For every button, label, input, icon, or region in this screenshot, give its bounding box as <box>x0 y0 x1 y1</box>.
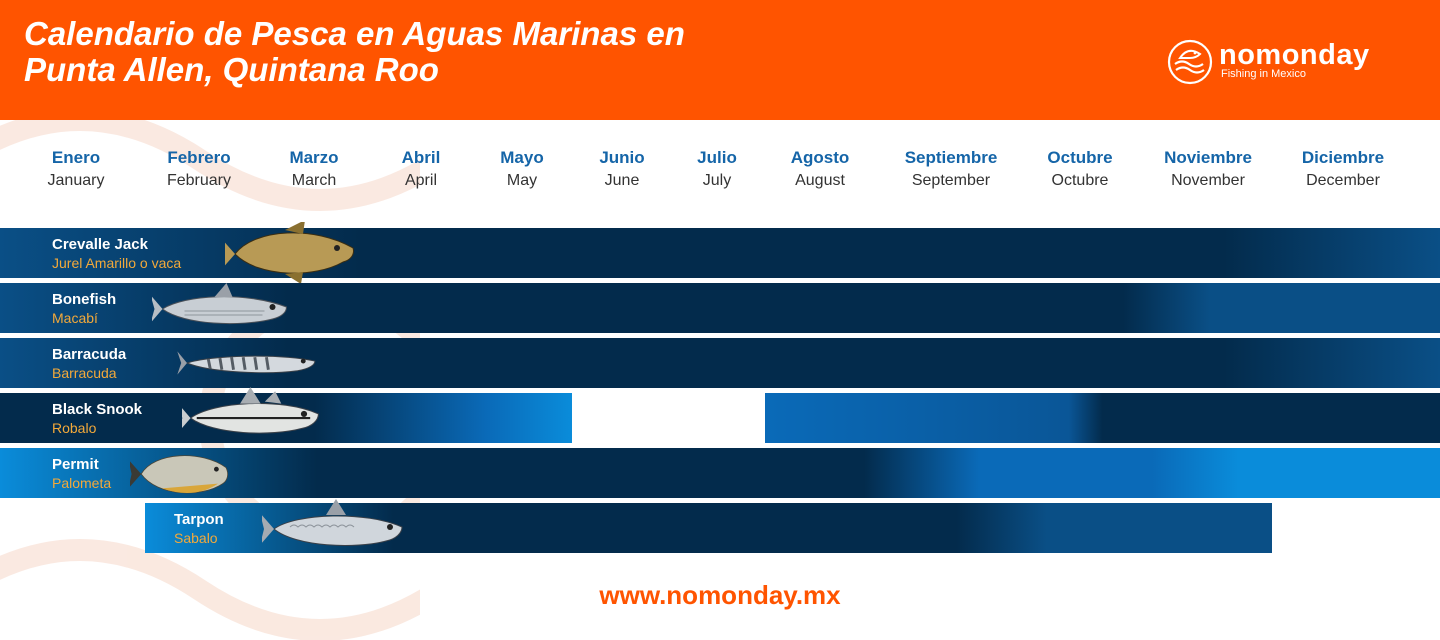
title-line-1: Calendario de Pesca en Aguas Marinas en <box>24 15 685 52</box>
header-banner: Calendario de Pesca en Aguas Marinas en … <box>0 0 1440 120</box>
month-column: Septiembre September <box>881 145 1021 191</box>
month-label-en: February <box>166 172 232 189</box>
crevalle-jack-icon <box>225 222 354 284</box>
bonefish-icon <box>152 283 288 325</box>
title-line-2: Punta Allen, Quintana Roo <box>24 51 439 88</box>
month-label-en: Octubre <box>1051 172 1109 189</box>
month-label-en: July <box>702 172 732 189</box>
season-bar: Black Snook Robalo <box>0 393 572 443</box>
species-local-name: Palometa <box>52 475 112 491</box>
month-column: Enero January <box>6 145 146 191</box>
species-name: Tarpon <box>174 511 224 528</box>
month-column: Diciembre December <box>1273 145 1413 191</box>
month-column: Noviembre November <box>1138 145 1278 191</box>
month-label-es: Marzo <box>289 148 339 167</box>
species-label: Tarpon Sabalo <box>174 511 224 547</box>
month-label-es: Noviembre <box>1164 148 1252 167</box>
month-label-en: January <box>47 172 105 189</box>
month-label-es: Mayo <box>500 148 544 167</box>
species-local-name: Sabalo <box>174 530 218 546</box>
nomonday-logo-icon <box>1167 39 1213 85</box>
season-bar: Permit Palometa <box>0 448 1440 498</box>
month-label-en: August <box>795 172 845 189</box>
logo-name: nomonday <box>1219 39 1370 71</box>
month-column: Febrero February <box>129 145 269 191</box>
month-header-row: Enero January Febrero February Marzo March Abr… <box>0 145 1440 205</box>
barracuda-icon <box>177 351 316 375</box>
species-local-name: Macabí <box>52 310 98 326</box>
month-label-en: November <box>1171 172 1245 189</box>
month-label-en: September <box>911 172 991 189</box>
month-label-en: May <box>506 172 538 189</box>
species-label: Barracuda Barracuda <box>52 346 126 382</box>
month-column: Junio June <box>552 145 692 191</box>
species-name: Barracuda <box>52 346 127 363</box>
species-name: Black Snook <box>52 401 143 418</box>
month-column: Abril April <box>351 145 491 191</box>
month-column: Mayo May <box>452 145 592 191</box>
month-label-en: December <box>1306 172 1380 189</box>
month-label-en: April <box>404 172 437 189</box>
species-label: Permit Palometa <box>52 456 111 492</box>
species-local-name: Robalo <box>52 420 97 436</box>
black-snook-icon <box>182 387 319 434</box>
month-label-es: Junio <box>599 148 645 167</box>
tarpon-icon <box>262 499 403 546</box>
month-column: Julio July <box>647 145 787 191</box>
permit-icon <box>130 455 229 494</box>
month-label-es: Febrero <box>167 148 231 167</box>
species-label: Bonefish Macabí <box>52 291 116 327</box>
species-label: Black Snook Robalo <box>52 401 142 437</box>
season-bar <box>765 393 1440 443</box>
website-link[interactable]: www.nomonday.mx <box>599 580 841 610</box>
month-label-es: Julio <box>697 148 737 167</box>
month-label-es: Enero <box>51 148 101 167</box>
logo-tagline: Fishing in Mexico <box>1221 68 1306 80</box>
month-label-en: June <box>604 172 640 189</box>
species-name: Permit <box>52 456 99 473</box>
month-column: Octubre Octubre <box>1010 145 1150 191</box>
species-name: Bonefish <box>52 291 117 308</box>
month-label-es: Abril <box>401 148 441 167</box>
month-label-en: March <box>291 172 337 189</box>
brand-logo[interactable]: nomonday Fishing in Mexico <box>1166 38 1396 88</box>
species-local-name: Jurel Amarillo o vaca <box>52 255 182 271</box>
month-column: Agosto August <box>750 145 890 191</box>
season-bar: Crevalle Jack Jurel Amarillo o vaca <box>0 228 1440 278</box>
month-label-es: Diciembre <box>1301 148 1385 167</box>
month-column: Marzo March <box>244 145 384 191</box>
page-title: Calendario de Pesca en Aguas Marinas en … <box>24 16 924 88</box>
species-local-name: Barracuda <box>52 365 117 381</box>
species-name: Crevalle Jack <box>52 236 148 253</box>
month-label-es: Octubre <box>1047 148 1113 167</box>
month-label-es: Septiembre <box>904 148 998 167</box>
month-label-es: Agosto <box>790 148 850 167</box>
species-label: Crevalle Jack Jurel Amarillo o vaca <box>52 236 181 272</box>
